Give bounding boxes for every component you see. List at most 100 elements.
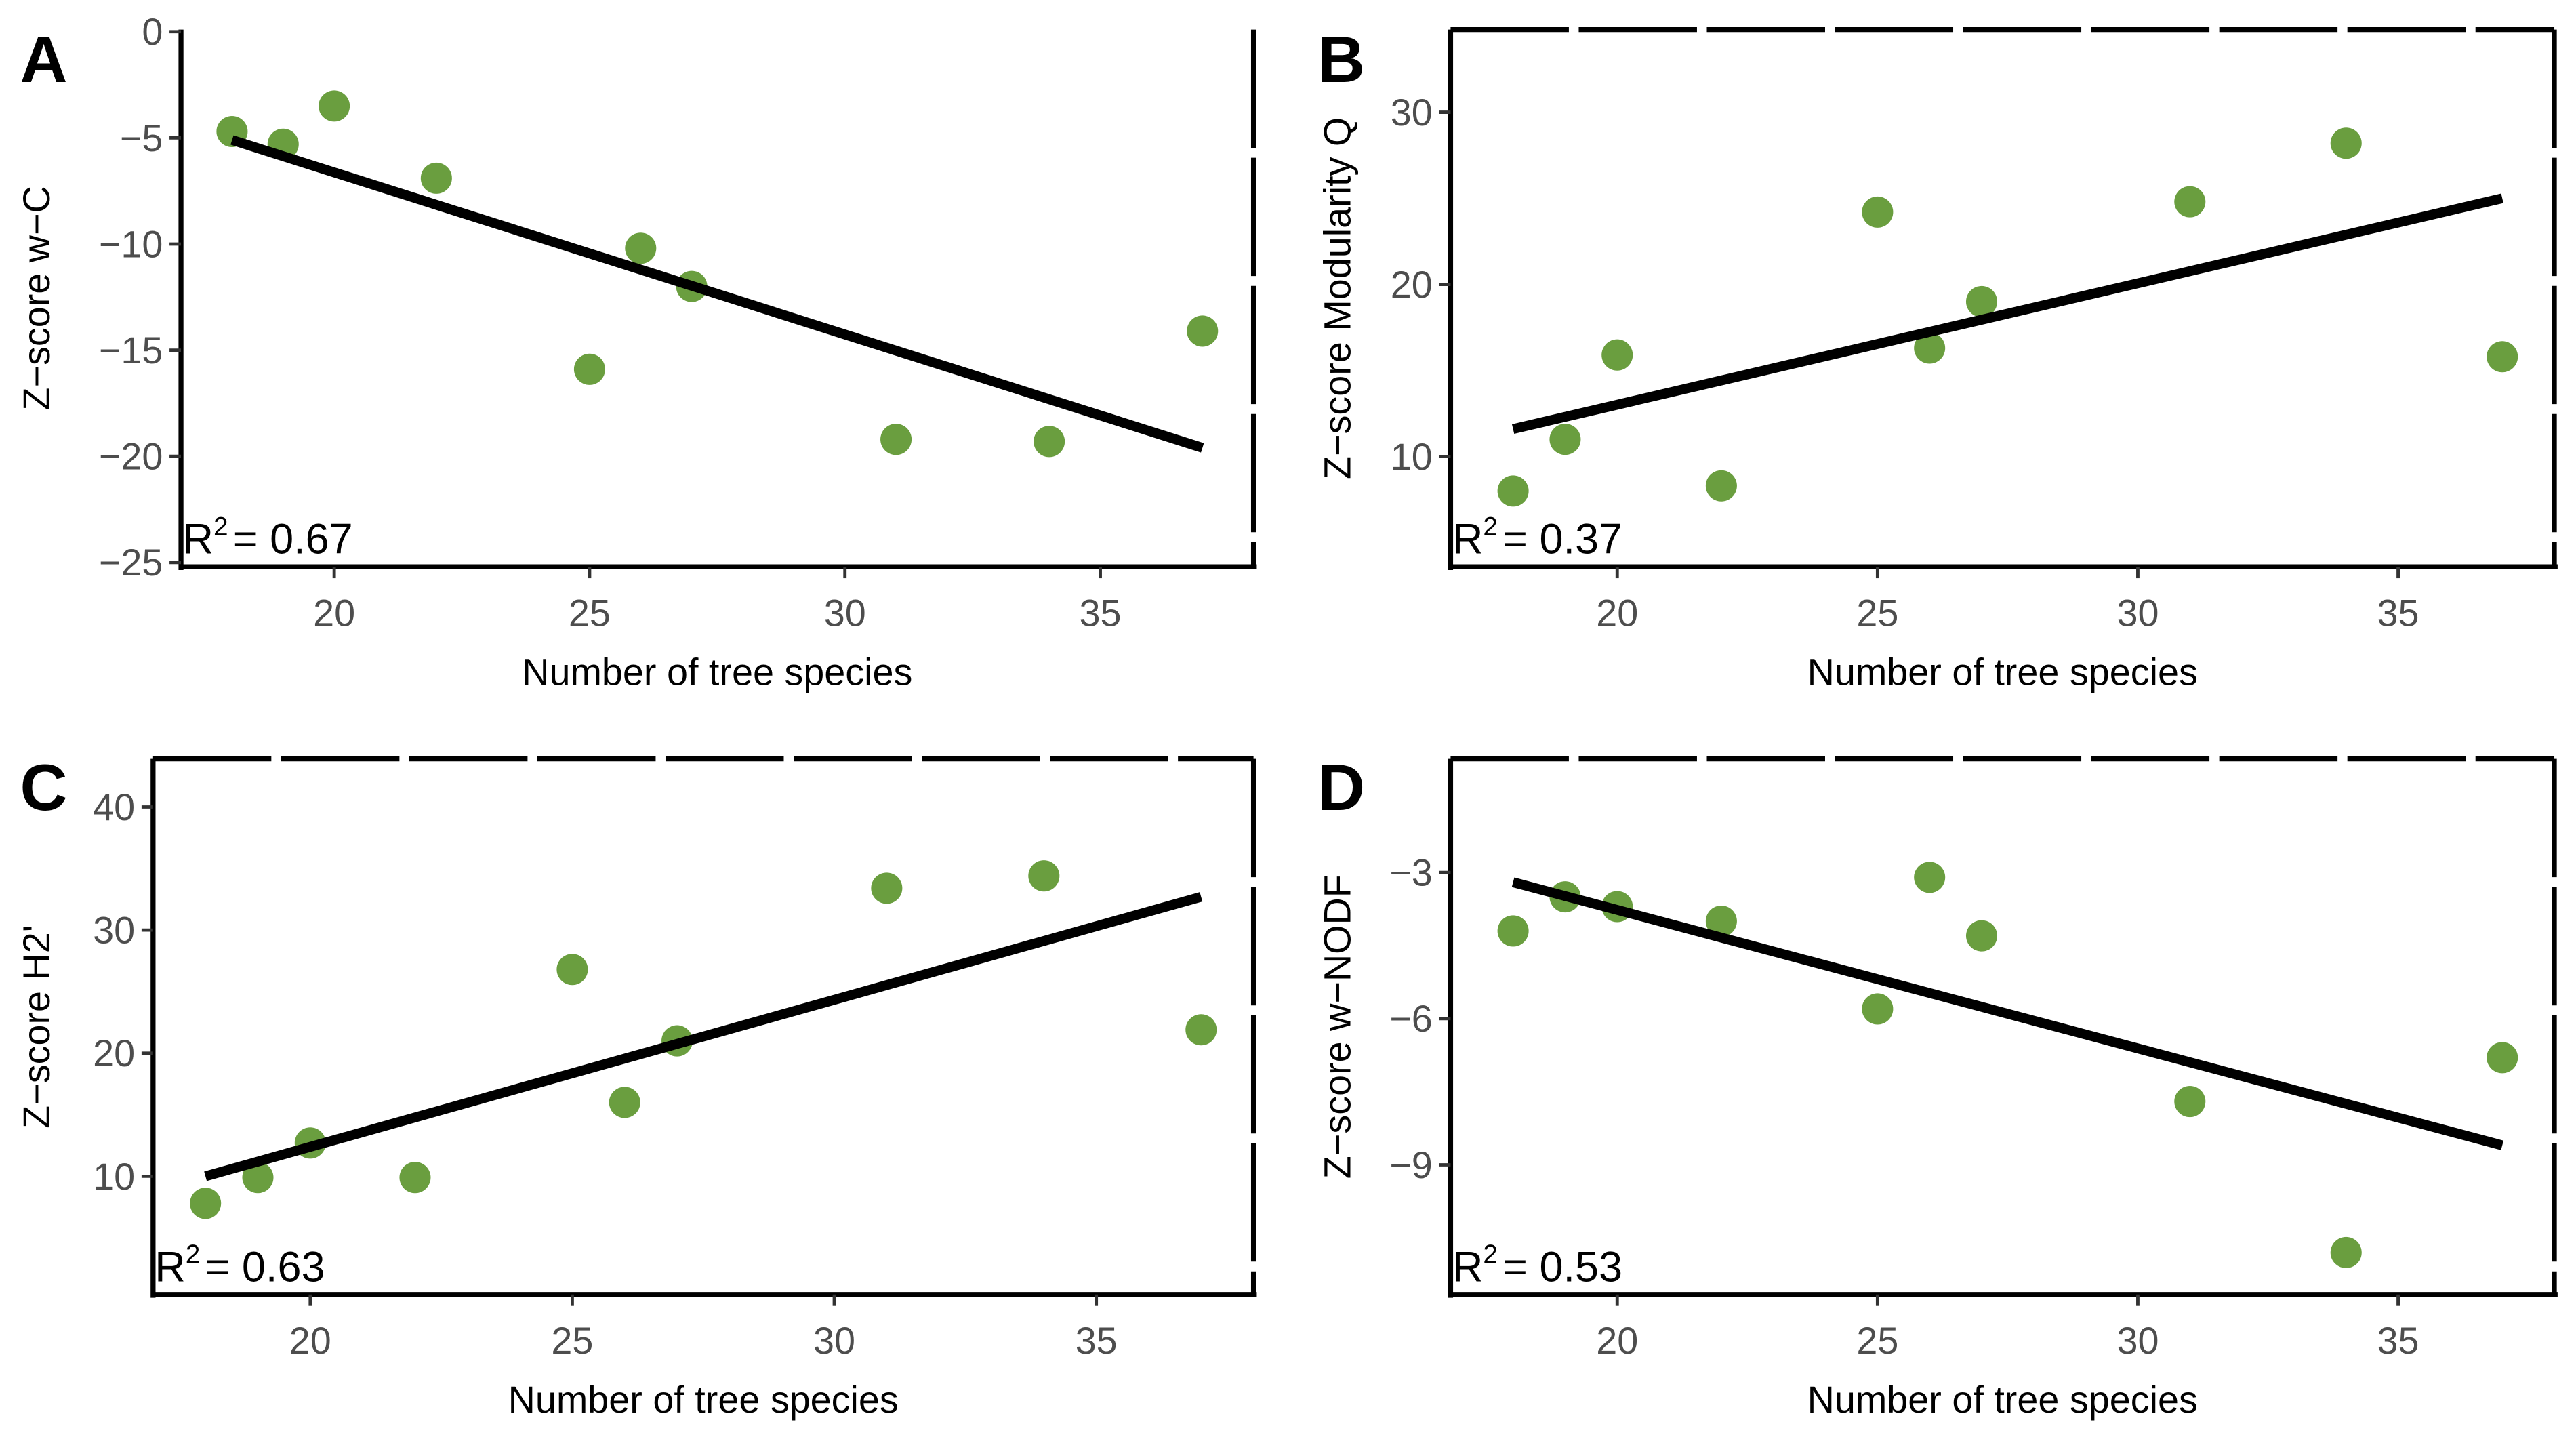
data-point [1497,475,1529,507]
r2-value: = 0.67 [233,516,353,563]
data-point [871,872,903,904]
r2-symbol: R [182,516,213,563]
r2-symbol: R [1452,1243,1484,1291]
r2-symbol: R [1452,516,1484,563]
x-axis-label: Number of tree species [1807,651,2198,693]
data-point [1185,1014,1217,1046]
y-tick-label: −3 [1389,852,1433,894]
data-point [573,353,605,385]
data-point [2174,1086,2206,1118]
r2-superscript: 2 [213,512,228,542]
data-point [319,90,350,122]
r2-superscript: 2 [1483,1240,1498,1270]
data-point [242,1162,274,1194]
data-point [1914,332,1946,364]
x-tick-label: 25 [551,1320,593,1362]
panel-label: C [20,750,68,824]
r-squared-annotation: R2 = 0.63 [155,1240,325,1291]
y-tick-label: 20 [1391,264,1433,306]
x-tick-label: 20 [289,1320,331,1362]
y-tick-label: −25 [99,542,163,584]
data-point [1705,906,1737,937]
regression-line [204,892,1203,1181]
x-tick-label: 35 [2377,1320,2419,1362]
y-tick-label: 40 [93,786,135,828]
data-point [2487,1042,2518,1074]
x-tick-label: 20 [1596,1320,1638,1362]
data-point [1914,862,1946,893]
data-point [420,162,452,194]
y-axis-label: Z−score w−C [16,186,58,410]
x-tick-label: 20 [1596,592,1638,634]
data-point [2174,186,2206,218]
y-tick-label: −6 [1389,998,1433,1040]
data-point [556,954,588,986]
r2-superscript: 2 [1483,512,1498,542]
x-tick-label: 30 [2117,1320,2159,1362]
x-tick-label: 35 [1076,1320,1118,1362]
r-squared-annotation: R2 = 0.53 [1452,1240,1622,1291]
y-axis-label: Z−score w−NODF [1317,874,1359,1179]
r2-symbol: R [155,1243,185,1291]
data-point [399,1162,431,1194]
y-axis-label: Z−score H2' [16,925,58,1129]
data-point [2330,1236,2362,1268]
y-tick-label: −20 [99,436,163,478]
data-point [1187,315,1219,347]
y-tick-label: 30 [1391,92,1433,134]
data-point [1862,993,1894,1025]
data-point [625,232,657,264]
r2-value: = 0.37 [1502,516,1622,563]
data-point [1497,915,1529,947]
panel-label: A [20,22,68,96]
data-point [609,1087,640,1118]
data-point [190,1188,222,1219]
r-squared-annotation: R2 = 0.37 [1452,512,1622,563]
x-tick-label: 25 [569,592,611,634]
data-point [2487,341,2518,373]
x-axis-label: Number of tree species [522,651,912,693]
data-point [1862,196,1894,228]
panel-label: D [1317,750,1365,824]
panel-label: B [1317,22,1365,96]
data-point [1034,426,1065,458]
y-tick-label: 30 [93,910,135,952]
y-tick-label: −10 [99,223,163,265]
panel-d: 20 25 30 35 −3 −6 −9 Number of tree species Z−sc… [1317,750,2558,1421]
data-point [880,424,912,455]
x-tick-label: 25 [1856,1320,1898,1362]
panel-b: 20 25 30 35 10 20 30 Number of tree species Z−sc… [1317,22,2558,693]
r2-superscript: 2 [186,1240,201,1270]
x-tick-label: 35 [1080,592,1122,634]
data-point [1601,339,1633,371]
x-tick-label: 30 [2117,592,2159,634]
y-tick-label: −5 [120,117,163,159]
x-axis-label: Number of tree species [1807,1379,2198,1421]
regression-line [230,135,1204,453]
y-tick-label: −9 [1389,1144,1433,1186]
y-tick-label: 10 [1391,436,1433,478]
y-tick-label: 0 [142,11,163,53]
x-tick-label: 25 [1856,592,1898,634]
x-tick-label: 30 [824,592,866,634]
panel-c: 20 25 30 35 10 20 30 40 Number of tree species Z−… [16,750,1257,1421]
data-point [1028,860,1060,892]
y-axis-label: Z−score Modularity Q [1317,117,1359,479]
r2-value: = 0.63 [205,1243,325,1291]
data-point [2330,127,2362,159]
y-tick-label: 10 [93,1156,135,1198]
x-tick-label: 35 [2377,592,2419,634]
regression-line [1511,877,2504,1150]
data-point [1549,424,1581,455]
regression-line [1511,193,2503,434]
x-tick-label: 30 [813,1320,855,1362]
data-point [1705,470,1737,502]
panel-a: 20 25 30 35 0 −5 −10 −15 −20 −25 Number of tree sp… [16,11,1257,693]
y-tick-label: −15 [99,329,163,371]
x-tick-label: 20 [313,592,355,634]
data-point [1965,920,1998,952]
r-squared-annotation: R2 = 0.67 [182,512,352,563]
r2-value: = 0.53 [1502,1243,1622,1291]
x-axis-label: Number of tree species [508,1379,899,1421]
